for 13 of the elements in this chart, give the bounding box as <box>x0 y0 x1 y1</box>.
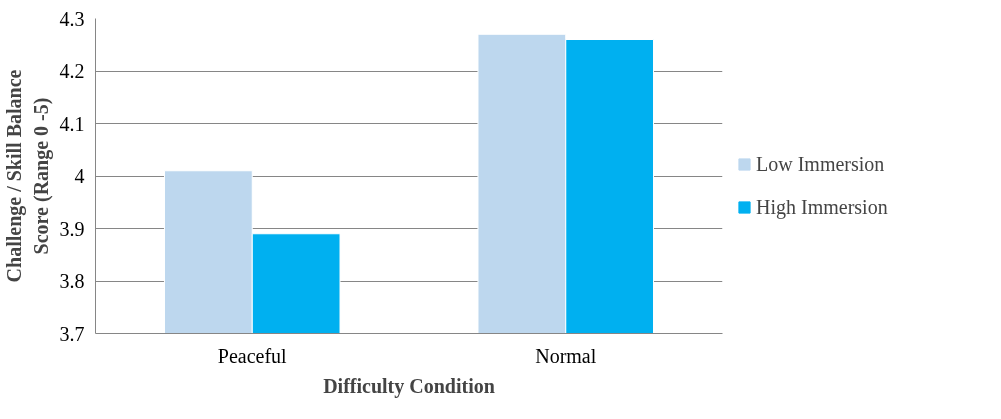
x-axis-title: Difficulty Condition <box>323 374 495 398</box>
y-tick-label: 4.2 <box>59 60 85 82</box>
legend-label: Low Immersion <box>756 152 885 176</box>
y-tick-label: 3.9 <box>59 217 85 240</box>
y-tick-label: 4.1 <box>59 112 85 135</box>
x-tick-label: Normal <box>535 344 597 367</box>
x-tick-label: Peaceful <box>217 344 288 367</box>
y-tick-label: 4.3 <box>59 7 85 30</box>
y-axis-title: Challenge / Skill Balance Score (Range 0 -5) <box>3 69 53 283</box>
y-tick-label: 3.7 <box>59 322 85 345</box>
legend-label: High Immersion <box>756 195 888 219</box>
y-tick-label: 4 <box>74 165 85 187</box>
y-tick-label: 3.8 <box>59 270 85 292</box>
